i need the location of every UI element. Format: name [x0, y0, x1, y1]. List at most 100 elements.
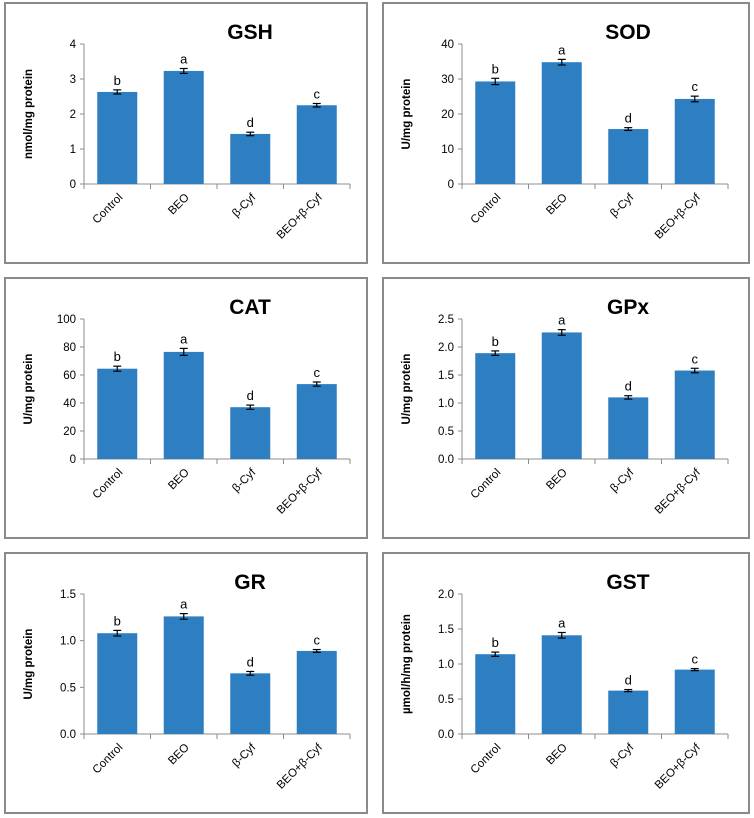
- bar: [674, 370, 715, 459]
- y-tick-label: 0.0: [438, 729, 454, 741]
- chart-svg: SOD U/mg protein 0 10 20 30 40 b Control a BEO d β-C…: [401, 21, 729, 242]
- bar: [296, 650, 337, 734]
- bar: [97, 91, 138, 184]
- chart-svg: GR U/mg protein 0.0 0.5 1.0 1.5 b Control a BEO d β…: [23, 571, 351, 792]
- bar: [541, 332, 582, 459]
- category-label: Control: [469, 192, 504, 227]
- category-label: β-Cyf: [230, 191, 259, 220]
- significance-label: d: [625, 673, 632, 688]
- y-tick-label: 0.5: [60, 682, 76, 694]
- category-label: BEO+β-Cyf: [275, 466, 326, 517]
- y-tick-label: 80: [63, 342, 76, 354]
- significance-label: b: [492, 61, 499, 76]
- category-label: BEO: [544, 192, 570, 218]
- chart-title: GPx: [607, 296, 649, 319]
- chart-title: GR: [234, 571, 266, 594]
- significance-label: c: [314, 365, 321, 380]
- y-tick-label: 4: [70, 39, 77, 51]
- category-label: β-Cyf: [230, 741, 259, 770]
- bar: [608, 397, 649, 459]
- chart-title: GSH: [227, 21, 273, 44]
- y-axis-label: µmol/h/mg protein: [401, 614, 413, 714]
- category-label: β-Cyf: [608, 741, 637, 770]
- significance-label: a: [558, 616, 566, 631]
- chart-title: SOD: [605, 21, 651, 44]
- y-axis-label: U/mg protein: [401, 79, 413, 150]
- bar: [541, 635, 582, 734]
- bar: [475, 654, 516, 734]
- category-label: BEO: [166, 192, 192, 218]
- y-tick-label: 0.0: [60, 729, 76, 741]
- category-label: BEO+β-Cyf: [653, 466, 704, 517]
- significance-label: a: [558, 313, 566, 328]
- significance-label: a: [558, 42, 566, 57]
- category-label: BEO: [166, 742, 192, 768]
- y-tick-label: 30: [441, 74, 454, 86]
- y-tick-label: 20: [63, 426, 76, 438]
- y-tick-label: 2: [70, 109, 76, 121]
- y-tick-label: 1.5: [60, 589, 76, 601]
- y-axis-label: U/mg protein: [23, 354, 35, 425]
- y-tick-label: 1.5: [438, 624, 454, 636]
- y-tick-label: 1.0: [60, 636, 76, 648]
- bar: [163, 351, 204, 459]
- significance-label: d: [625, 111, 632, 126]
- bar: [230, 407, 271, 459]
- y-tick-label: 40: [441, 39, 454, 51]
- y-tick-label: 1.0: [438, 659, 454, 671]
- y-tick-label: 1.5: [438, 370, 454, 382]
- bar: [296, 384, 337, 459]
- bar: [230, 133, 271, 184]
- chart-svg: GST µmol/h/mg protein 0.0 0.5 1.0 1.5 2.0 b Cont…: [401, 571, 729, 792]
- chart-panel-cat: CAT U/mg protein 0 20 40 60 80 100 b Control a BEO d…: [4, 277, 368, 539]
- category-label: BEO: [544, 467, 570, 493]
- y-axis-label: nmol/mg protein: [23, 69, 35, 159]
- significance-label: d: [247, 115, 254, 130]
- category-label: BEO+β-Cyf: [275, 741, 326, 792]
- category-label: BEO: [166, 467, 192, 493]
- y-tick-label: 0.5: [438, 426, 454, 438]
- bar: [296, 105, 337, 184]
- y-tick-label: 40: [63, 398, 76, 410]
- significance-label: a: [180, 331, 188, 346]
- y-tick-label: 3: [70, 74, 76, 86]
- y-tick-label: 0: [448, 179, 454, 191]
- category-label: β-Cyf: [608, 191, 637, 220]
- significance-label: c: [692, 79, 699, 94]
- significance-label: b: [492, 635, 499, 650]
- category-label: Control: [91, 742, 126, 777]
- category-label: Control: [91, 467, 126, 502]
- chart-title: GST: [606, 571, 649, 594]
- category-label: BEO: [544, 742, 570, 768]
- bar: [541, 62, 582, 185]
- y-tick-label: 1.0: [438, 398, 454, 410]
- y-tick-label: 10: [441, 144, 454, 156]
- bar: [97, 633, 138, 734]
- bar: [608, 690, 649, 734]
- significance-label: c: [314, 633, 321, 648]
- chart-svg: GPx U/mg protein 0.0 0.5 1.0 1.5 2.0 2.5 b Contro…: [401, 296, 729, 517]
- category-label: Control: [469, 467, 504, 502]
- y-tick-label: 0: [70, 179, 76, 191]
- significance-label: c: [692, 351, 699, 366]
- significance-label: b: [114, 613, 121, 628]
- y-tick-label: 2.0: [438, 342, 454, 354]
- significance-label: c: [314, 87, 321, 102]
- bar: [674, 669, 715, 734]
- y-tick-label: 2.5: [438, 314, 454, 326]
- significance-label: c: [692, 652, 699, 667]
- chart-panel-sod: SOD U/mg protein 0 10 20 30 40 b Control a BEO d β-C…: [382, 2, 750, 264]
- significance-label: a: [180, 52, 188, 67]
- y-tick-label: 0.0: [438, 454, 454, 466]
- bar: [97, 368, 138, 459]
- significance-label: b: [114, 349, 121, 364]
- significance-label: d: [247, 654, 254, 669]
- chart-svg: CAT U/mg protein 0 20 40 60 80 100 b Control a BEO d…: [23, 296, 351, 517]
- chart-panel-gr: GR U/mg protein 0.0 0.5 1.0 1.5 b Control a BEO d β…: [4, 552, 368, 814]
- bar: [608, 129, 649, 184]
- bar: [674, 98, 715, 184]
- chart-panel-gsh: GSH nmol/mg protein 0 1 2 3 4 b Control a BEO d β-Cy…: [4, 2, 368, 264]
- chart-panel-gst: GST µmol/h/mg protein 0.0 0.5 1.0 1.5 2.0 b Cont…: [382, 552, 750, 814]
- y-axis-label: U/mg protein: [401, 354, 413, 425]
- y-tick-label: 60: [63, 370, 76, 382]
